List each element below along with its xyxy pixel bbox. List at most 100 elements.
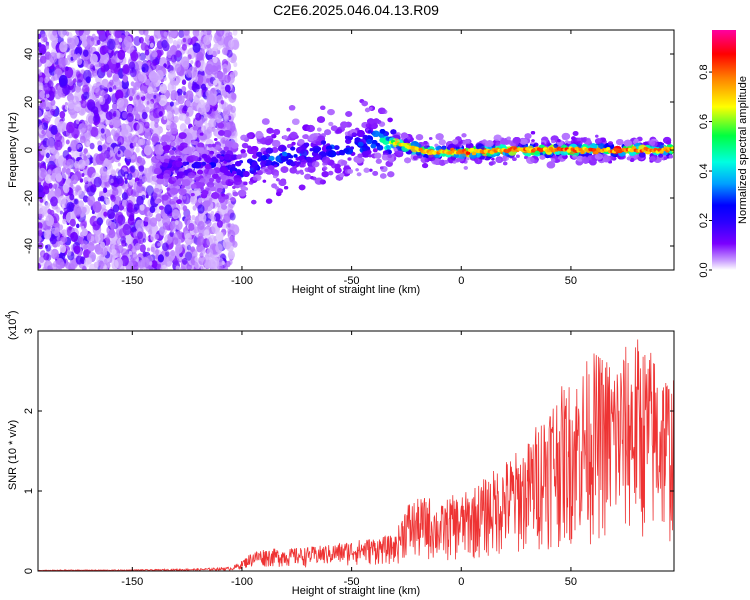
heatmap-cell [59, 244, 67, 254]
heatmap-cell [169, 30, 178, 38]
heatmap-cell [92, 114, 100, 124]
heatmap-cell [177, 38, 182, 46]
heatmap-cell [55, 257, 65, 270]
heatmap-cell [170, 54, 177, 63]
heatmap-cell [57, 120, 67, 132]
heatmap-cell [75, 85, 81, 93]
heatmap-cell [80, 100, 88, 109]
heatmap-cell [145, 194, 149, 199]
heatmap-cell [162, 242, 169, 252]
heatmap-cell [155, 249, 160, 255]
heatmap-cell [127, 173, 133, 181]
heatmap-cell [106, 70, 113, 78]
heatmap-cell [39, 90, 46, 99]
heatmap-cell [157, 254, 164, 263]
heatmap-cell [39, 77, 44, 83]
heatmap-cell [223, 114, 229, 122]
heatmap-cell [44, 67, 50, 74]
heatmap-cell [117, 49, 126, 60]
heatmap-cell [133, 36, 141, 46]
heatmap-cell [183, 30, 190, 37]
heatmap-cell [136, 122, 146, 134]
heatmap-cell [189, 195, 197, 205]
heatmap-cell [95, 153, 104, 165]
heatmap-cell [181, 79, 187, 85]
heatmap-cell [53, 105, 57, 110]
heatmap-cell [215, 231, 224, 242]
heatmap-cell [107, 38, 116, 51]
heatmap-cell [186, 244, 192, 251]
heatmap-cell [75, 255, 83, 265]
heatmap-cell [109, 30, 115, 35]
heatmap-cell [72, 95, 80, 105]
heatmap-cell [97, 145, 103, 152]
heatmap-cell [48, 127, 52, 132]
heatmap-cell [56, 241, 61, 247]
heatmap-cell [66, 249, 72, 256]
heatmap-cell [38, 123, 45, 130]
heatmap-cell [127, 202, 133, 210]
heatmap-cell [220, 100, 224, 105]
heatmap-cell [50, 108, 56, 116]
heatmap-cell [81, 173, 85, 177]
heatmap-cell [51, 52, 55, 57]
heatmap-cell [61, 232, 65, 237]
heatmap-cell [175, 50, 182, 58]
heatmap-cell [195, 60, 201, 68]
heatmap-cell [138, 55, 142, 60]
heatmap-cell [117, 128, 120, 133]
heatmap-cell [99, 190, 103, 196]
heatmap-cell [89, 142, 95, 150]
heatmap-cell [64, 102, 68, 107]
heatmap-cell [117, 238, 122, 245]
heatmap-cell [40, 170, 47, 179]
heatmap-cell [102, 249, 108, 256]
heatmap-cell [58, 74, 68, 87]
heatmap-cell [38, 109, 42, 119]
heatmap-cell [44, 174, 53, 184]
heatmap-cell [229, 212, 236, 221]
heatmap-cell [139, 90, 145, 97]
heatmap-cell [135, 60, 144, 71]
heatmap-cell [59, 111, 66, 119]
heatmap-cell [173, 257, 180, 267]
heatmap-cell [138, 30, 146, 35]
heatmap-cell [126, 160, 130, 166]
heatmap-cell [144, 126, 152, 137]
heatmap-cell [144, 49, 150, 56]
heatmap-cell [55, 205, 59, 210]
heatmap-cell [159, 83, 168, 94]
heatmap-cell [198, 212, 207, 223]
heatmap-cell [39, 101, 47, 110]
heatmap-cell [229, 71, 235, 79]
heatmap-cell [70, 140, 79, 152]
heatmap-cell [106, 120, 110, 126]
heatmap-cell [231, 92, 237, 100]
heatmap-cell [101, 204, 106, 211]
heatmap-cell [185, 90, 194, 101]
heatmap-cell [144, 121, 150, 129]
heatmap-cell [145, 185, 154, 196]
heatmap-cell [121, 39, 130, 52]
heatmap-cell [149, 42, 154, 48]
heatmap-cell [147, 229, 153, 235]
heatmap-cell [227, 203, 234, 211]
heatmap-cell [199, 31, 204, 37]
heatmap-cell [81, 120, 89, 129]
heatmap-cell [170, 249, 176, 257]
heatmap-cell [182, 105, 188, 112]
heatmap-cell [191, 214, 196, 221]
heatmap-cell [59, 63, 63, 68]
heatmap-cell [54, 252, 60, 260]
heatmap-cell [127, 105, 133, 113]
heatmap-cell [166, 105, 173, 114]
heatmap-cell [222, 47, 228, 55]
heatmap-cell [155, 57, 160, 64]
heatmap-cell [38, 33, 42, 40]
heatmap-cell [62, 150, 70, 159]
heatmap-cell [103, 211, 108, 217]
heatmap-cell [87, 101, 96, 112]
heatmap-cell [85, 152, 91, 159]
heatmap-cell [86, 257, 93, 265]
heatmap-cell [186, 239, 191, 245]
